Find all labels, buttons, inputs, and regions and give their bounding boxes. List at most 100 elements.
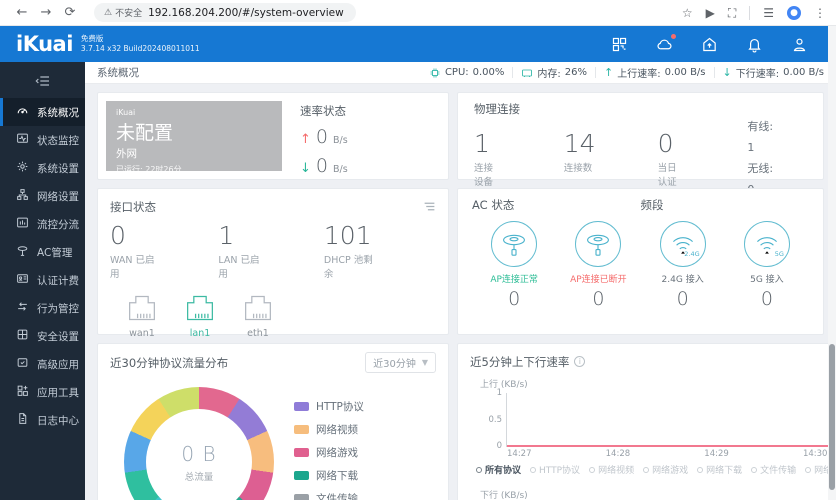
series-toggle-所有协议[interactable]: 所有协议 bbox=[476, 463, 521, 476]
sidebar-item-高级应用[interactable]: 高级应用 bbox=[0, 350, 85, 378]
memory-stat: 内存: 26% bbox=[521, 65, 587, 80]
band-tag: 5G bbox=[774, 250, 784, 258]
memory-icon bbox=[522, 69, 533, 77]
sidebar-item-认证计费[interactable]: 认证计费 bbox=[0, 266, 85, 294]
sidebar-item-AC管理[interactable]: AC管理 bbox=[0, 238, 85, 266]
y-tick: 1 bbox=[496, 388, 502, 398]
legend-item: 网络视频 bbox=[294, 422, 364, 437]
wifi-icon: 2.4G bbox=[659, 221, 706, 267]
sidebar-item-流控分流[interactable]: 流控分流 bbox=[0, 210, 85, 238]
legend-swatch bbox=[294, 425, 309, 434]
ac-status-item: 2.4G 2.4G 接入 0 bbox=[641, 221, 725, 310]
tab-group-icon[interactable]: ⛶ bbox=[727, 5, 737, 20]
ikuai-logo: iKuai bbox=[16, 32, 73, 56]
apps-grid-icon[interactable] bbox=[611, 36, 628, 53]
info-icon[interactable]: i bbox=[574, 356, 586, 367]
protocol-donut-chart: 0 B 总流量 bbox=[124, 387, 274, 500]
page-scrollbar[interactable] bbox=[828, 26, 836, 500]
cloud-sync-icon[interactable] bbox=[656, 33, 676, 53]
ac-status-item: 5G 5G 接入 0 bbox=[725, 221, 809, 310]
band-tag: 2.4G bbox=[684, 250, 700, 258]
card-menu-icon[interactable] bbox=[423, 197, 436, 216]
up-arrow-icon: ↑ bbox=[604, 66, 614, 79]
rj45-port-icon bbox=[245, 295, 271, 320]
sidebar-item-系统概况[interactable]: 系统概况 bbox=[0, 98, 85, 126]
series-toggle-网络下载[interactable]: 网络下载 bbox=[697, 463, 742, 476]
time-range-selector[interactable]: 近30分钟 ▼ bbox=[365, 352, 436, 373]
radio-icon bbox=[530, 466, 537, 473]
series-toggle-文件传输[interactable]: 文件传输 bbox=[751, 463, 796, 476]
physical-connection-card: 物理连接 1 连接设备 14 连接数 0 当日认证 有线: 1 无线: 0 bbox=[457, 92, 824, 196]
stat-block: 1 LAN 已启用 bbox=[218, 221, 260, 280]
reading-list-icon[interactable]: ☰ bbox=[763, 5, 774, 20]
reload-icon[interactable]: ⟳ bbox=[64, 5, 76, 20]
radio-icon bbox=[805, 466, 812, 473]
wan-tile[interactable]: iKuai 未配置 外网 已运行: 22时26分 bbox=[106, 101, 282, 174]
stat-block: 1 连接设备 bbox=[474, 129, 494, 188]
rate-chart-title: 近5分钟上下行速率 bbox=[470, 354, 570, 369]
sidebar-item-应用工具[interactable]: 应用工具 bbox=[0, 378, 85, 406]
radio-icon bbox=[589, 466, 596, 473]
wifi-icon: 5G bbox=[743, 221, 790, 267]
sidebar: 系统概况 状态监控 系统设置 网络设置 流控分流 AC管理 认证计费 行为管控 … bbox=[0, 62, 85, 500]
warning-icon: ⚠ bbox=[104, 7, 113, 18]
protocol-distribution-card: 近30分钟协议流量分布 近30分钟 ▼ 0 B 总流量 bbox=[97, 343, 449, 500]
forward-arrow-icon[interactable]: → bbox=[40, 5, 52, 20]
build-label: 3.7.14 x32 Build202408011011 bbox=[80, 44, 200, 53]
user-icon[interactable] bbox=[791, 36, 808, 53]
sidebar-item-网络设置[interactable]: 网络设置 bbox=[0, 182, 85, 210]
sidebar-item-日志中心[interactable]: 日志中心 bbox=[0, 406, 85, 434]
page-topbar: 系统概况 CPU: 0.00% 内存: 26% ↑ 上行速率: 0.00 B/s bbox=[85, 62, 836, 84]
legend-item: 网络游戏 bbox=[294, 445, 364, 460]
stat-block: 14 连接数 bbox=[563, 129, 596, 174]
scrollbar-thumb[interactable] bbox=[829, 344, 835, 490]
rj45-port-icon bbox=[129, 295, 155, 320]
log-doc-icon bbox=[16, 412, 29, 428]
legend-swatch bbox=[294, 494, 309, 500]
chevron-down-icon: ▼ bbox=[421, 358, 428, 367]
series-toggle-网络游戏[interactable]: 网络游戏 bbox=[643, 463, 688, 476]
ap-device-icon bbox=[491, 221, 538, 267]
back-arrow-icon[interactable]: ← bbox=[16, 5, 28, 20]
security-badge[interactable]: ⚠ 不安全 bbox=[104, 6, 142, 20]
legend-swatch bbox=[294, 448, 309, 457]
sidebar-item-安全设置[interactable]: 安全设置 bbox=[0, 322, 85, 350]
home-icon[interactable] bbox=[701, 36, 718, 53]
wan-brand: iKuai bbox=[116, 108, 136, 117]
browser-toolbar: ← → ⟳ ⚠ 不安全 192.168.204.200/#/system-ove… bbox=[0, 0, 836, 26]
sidebar-item-行为管控[interactable]: 行为管控 bbox=[0, 294, 85, 322]
sidebar-collapse-icon[interactable] bbox=[0, 68, 85, 94]
series-toggle-网络视频[interactable]: 网络视频 bbox=[589, 463, 634, 476]
upload-rate: ↑ 0 B/s bbox=[300, 126, 348, 148]
app-header: iKuai 免费版 3.7.14 x32 Build202408011011 bbox=[0, 26, 836, 62]
ethernet-port-eth1: eth1 bbox=[240, 293, 276, 339]
more-menu-icon[interactable]: ⋮ bbox=[814, 5, 826, 20]
downlink-stat: ↓ 下行速率: 0.00 B/s bbox=[722, 66, 824, 80]
url-text: 192.168.204.200/#/system-overview bbox=[148, 6, 344, 19]
address-bar[interactable]: ⚠ 不安全 192.168.204.200/#/system-overview bbox=[94, 3, 356, 22]
series-line bbox=[507, 445, 836, 448]
wan-status-card: iKuai 未配置 外网 已运行: 22时26分 速率状态 ↑ 0 B/s bbox=[97, 92, 449, 180]
advanced-check-icon bbox=[16, 356, 29, 372]
notification-dot bbox=[671, 33, 676, 39]
sidebar-item-系统设置[interactable]: 系统设置 bbox=[0, 154, 85, 182]
version-info: 免费版 3.7.14 x32 Build202408011011 bbox=[81, 34, 200, 54]
wan-interface: 外网 bbox=[116, 148, 137, 160]
cpu-stat: CPU: 0.00% bbox=[429, 67, 504, 79]
stat-divider bbox=[713, 67, 715, 78]
x-tick: 14:30 bbox=[802, 449, 828, 459]
legend-swatch bbox=[294, 402, 309, 411]
series-toggle-HTTP协议[interactable]: HTTP协议 bbox=[530, 463, 580, 476]
bell-icon[interactable] bbox=[746, 36, 763, 53]
play-icon[interactable]: ▶ bbox=[705, 5, 715, 20]
x-tick: 14:29 bbox=[704, 449, 729, 459]
sidebar-item-状态监控[interactable]: 状态监控 bbox=[0, 126, 85, 154]
ethernet-port-lan1: lan1 bbox=[182, 293, 218, 339]
network-icon bbox=[16, 188, 29, 204]
series-toggle-网络通讯[interactable]: 网络通讯 bbox=[805, 463, 836, 476]
stat-block: 101 DHCP 池剩余 bbox=[323, 221, 373, 280]
profile-avatar-icon[interactable]: ● bbox=[787, 5, 801, 20]
ethernet-port-wan1: wan1 bbox=[124, 293, 160, 339]
star-icon[interactable]: ☆ bbox=[681, 5, 693, 20]
